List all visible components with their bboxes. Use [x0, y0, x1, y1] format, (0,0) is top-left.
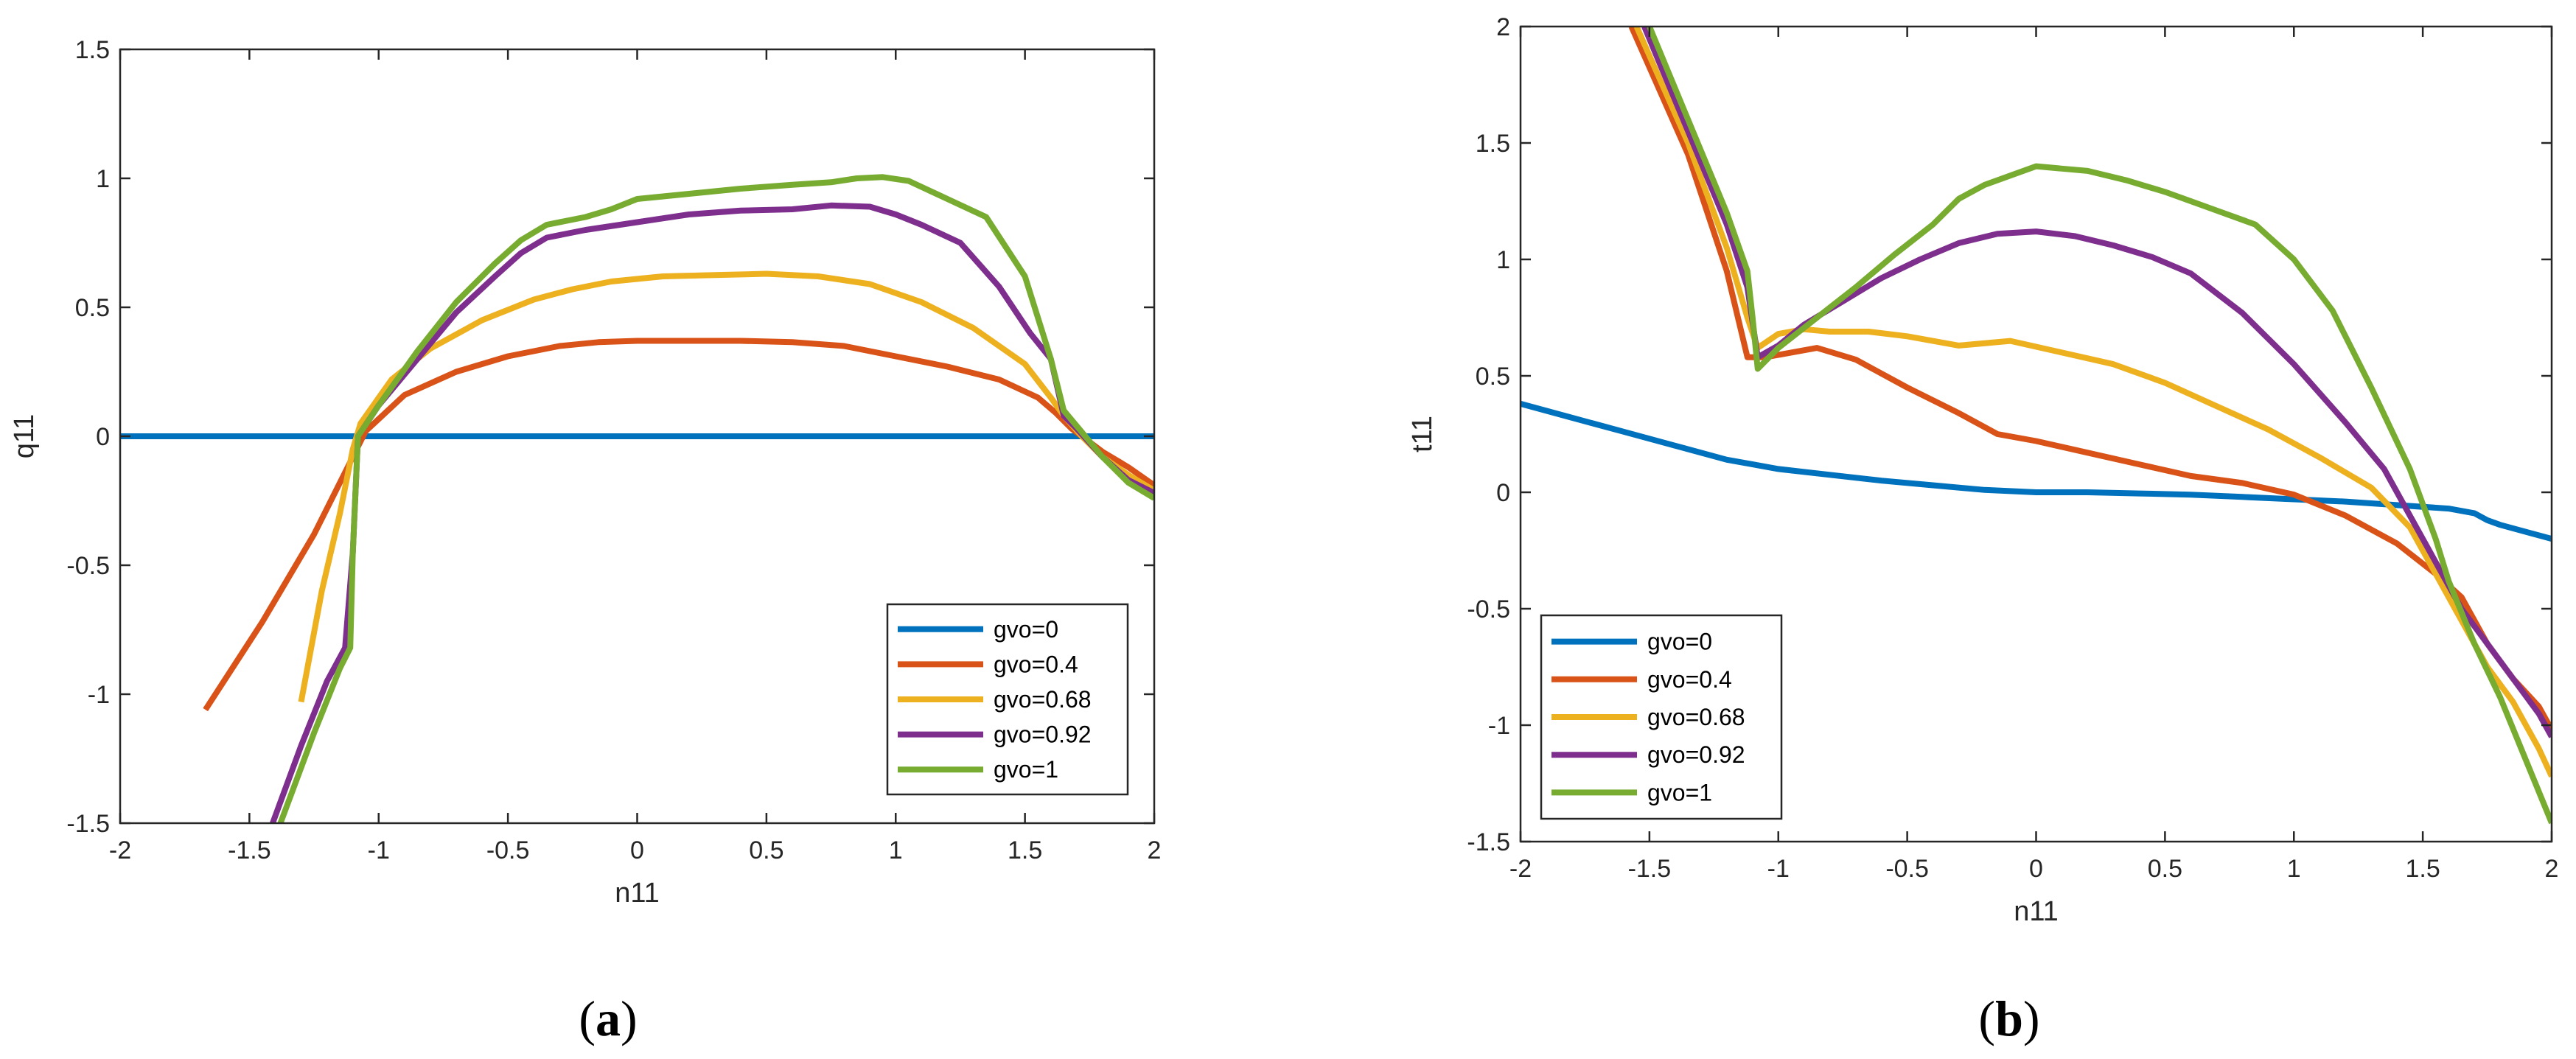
y-tick-label: -0.5 — [66, 552, 110, 580]
series-group — [1521, 27, 2552, 825]
panel-a-chart: -2 -1.5 -1 -0.5 0 0.5 1 1.5 2-1.5-1-0.500.511.5n… — [9, 36, 1161, 909]
y-tick-label: 0.5 — [1476, 363, 1510, 391]
series-line-gvo-1 — [277, 174, 1154, 823]
legend-label: gvo=0.92 — [1647, 741, 1745, 768]
x-tick-label: 0.5 — [749, 836, 783, 864]
y-tick-label: -1.5 — [66, 810, 110, 838]
series-line-gvo-1 — [1647, 27, 2552, 825]
legend-label: gvo=1 — [994, 756, 1058, 783]
y-tick-label: 0.5 — [75, 294, 110, 322]
y-tick-label: 1.5 — [75, 36, 110, 64]
x-tick-label: -1 — [368, 836, 390, 864]
x-tick-label: 0 — [630, 836, 644, 864]
y-tick-label: -1.5 — [1467, 828, 1510, 856]
legend-label: gvo=0.92 — [994, 721, 1092, 748]
legend-label: gvo=0.68 — [994, 686, 1092, 713]
x-tick-label: 2 — [1148, 836, 1162, 864]
series-line-gvo-0 — [1521, 401, 2552, 542]
x-axis-label: n11 — [615, 878, 660, 909]
x-tick-label: -0.5 — [1885, 855, 1929, 883]
legend-label: gvo=1 — [1647, 779, 1712, 805]
x-tick-label: 1 — [889, 836, 903, 864]
x-tick-label: -1.5 — [228, 836, 271, 864]
caption-a: (a) — [579, 990, 637, 1046]
legend-label: gvo=0.4 — [1647, 666, 1732, 693]
y-tick-label: -1 — [88, 681, 110, 709]
x-tick-label: 2 — [2545, 855, 2559, 883]
panel-b-chart: -2 -1.5 -1 -0.5 0 0.5 1 1.5 2-1.5-1-0.500.511.52… — [1407, 13, 2558, 927]
x-tick-label: 1 — [2287, 855, 2301, 883]
y-tick-label: 1.5 — [1476, 130, 1510, 158]
series-group — [120, 174, 1154, 823]
y-tick-label: 1 — [1496, 246, 1510, 274]
legend: gvo=0 gvo=0.4 gvo=0.68 gvo=0.92 gvo=1 — [886, 603, 1129, 796]
x-tick-label: -2 — [109, 836, 131, 864]
y-tick-label: 2 — [1496, 13, 1510, 41]
x-tick-label: 1.5 — [2405, 855, 2440, 883]
legend-label: gvo=0 — [1647, 629, 1712, 655]
legend-label: gvo=0 — [994, 616, 1058, 643]
y-tick-label: 0 — [96, 423, 110, 451]
x-tick-label: 0.5 — [2148, 855, 2182, 883]
y-tick-label: -1 — [1488, 712, 1510, 740]
legend-label: gvo=0.68 — [1647, 704, 1745, 730]
x-tick-label: -2 — [1509, 855, 1532, 883]
caption-b: (b) — [1978, 990, 2039, 1046]
x-tick-label: -1.5 — [1628, 855, 1672, 883]
y-axis-label: t11 — [1407, 416, 1438, 452]
y-tick-label: 0 — [1496, 479, 1510, 507]
x-tick-label: -1 — [1767, 855, 1790, 883]
y-tick-label: -0.5 — [1467, 595, 1510, 623]
y-tick-label: 1 — [96, 165, 110, 193]
x-axis-label: n11 — [2014, 896, 2059, 927]
y-axis-label: q11 — [9, 414, 40, 459]
series-line-gvo-0-68 — [1633, 27, 2552, 778]
x-tick-label: 0 — [2029, 855, 2043, 883]
x-tick-label: 1.5 — [1008, 836, 1042, 864]
legend: gvo=0 gvo=0.4 gvo=0.68 gvo=0.92 gvo=1 — [1540, 614, 1783, 820]
legend-label: gvo=0.4 — [994, 651, 1078, 677]
x-tick-label: -0.5 — [486, 836, 530, 864]
